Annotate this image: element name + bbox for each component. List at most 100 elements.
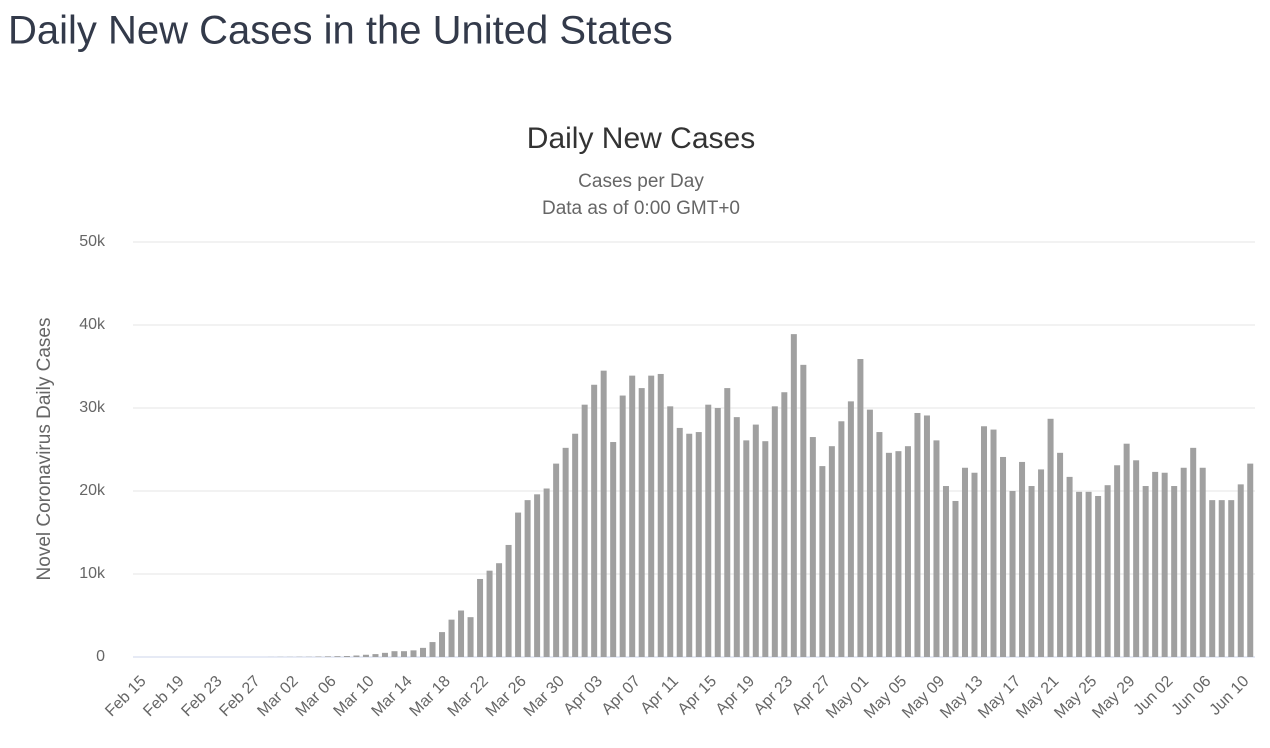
x-tick-label: Mar 02 [254, 673, 301, 720]
bar [524, 500, 531, 657]
bar [324, 656, 331, 657]
bar [362, 654, 369, 657]
bar [1171, 486, 1178, 657]
bar [790, 334, 797, 657]
bar [1009, 491, 1016, 657]
page-title: Daily New Cases in the United States [8, 9, 673, 53]
chart-subtitle: Data as of 0:00 GMT+0 [542, 198, 740, 219]
bar [505, 544, 512, 657]
x-tick-label: Mar 18 [407, 673, 454, 720]
bar [923, 415, 930, 657]
bar [800, 364, 807, 657]
bar [990, 429, 997, 657]
bar [1095, 495, 1102, 657]
bar [467, 617, 474, 657]
x-tick-label: Mar 06 [293, 673, 340, 720]
y-tick-label: 0 [96, 648, 105, 665]
bar [752, 424, 759, 657]
x-tick-label: Jun 10 [1207, 673, 1253, 719]
bar [733, 417, 740, 657]
bar [667, 406, 674, 657]
bar [1038, 469, 1045, 657]
bar [961, 467, 968, 657]
bar [486, 570, 493, 657]
y-tick-label: 50k [79, 233, 106, 250]
bar [695, 432, 702, 657]
bar [353, 655, 360, 657]
x-tick-label: Apr 19 [713, 673, 758, 718]
bar [724, 388, 731, 657]
bar [781, 392, 788, 657]
bar [676, 427, 683, 657]
bar [942, 486, 949, 657]
bar [1190, 447, 1197, 657]
bar [876, 432, 883, 657]
bar [914, 412, 921, 657]
x-tick-label: Mar 10 [331, 673, 378, 720]
bar [705, 404, 712, 657]
y-tick-label: 10k [79, 565, 106, 582]
bar [429, 642, 436, 657]
bar [391, 651, 398, 657]
bar [885, 452, 892, 657]
bar [771, 406, 778, 657]
bar [838, 421, 845, 657]
bar [591, 384, 598, 657]
bar [619, 395, 626, 657]
bar [952, 500, 959, 657]
bar [1161, 472, 1168, 657]
bar [714, 408, 721, 657]
bar [496, 563, 503, 657]
bar [410, 650, 417, 657]
bar [581, 404, 588, 657]
bar [629, 375, 636, 657]
bar [477, 578, 484, 657]
bar [809, 437, 816, 657]
bar [420, 647, 427, 657]
bar [847, 401, 854, 657]
bar [439, 632, 446, 657]
x-tick-label: Feb 23 [178, 673, 225, 720]
y-tick-label: 40k [79, 316, 106, 333]
bar [562, 447, 569, 657]
bar [819, 466, 826, 657]
bar [1000, 456, 1007, 657]
bar [1085, 491, 1092, 657]
x-tick-label: Feb 19 [140, 673, 187, 720]
x-tick-label: Jun 06 [1169, 673, 1215, 719]
bar [1028, 486, 1035, 657]
bar [534, 494, 541, 657]
bar [1247, 463, 1254, 657]
bar [1047, 418, 1054, 657]
bar [1199, 467, 1206, 657]
bar [343, 656, 350, 657]
bar [657, 373, 664, 657]
x-tick-label: Feb 15 [102, 673, 149, 720]
x-tick-label: May 29 [1089, 673, 1138, 722]
bar [1180, 467, 1187, 657]
chart-subtitle: Cases per Day [578, 171, 704, 192]
x-tick-label: Apr 07 [599, 673, 644, 718]
bar [400, 651, 407, 657]
x-tick-label: Feb 27 [216, 673, 263, 720]
bar [515, 512, 522, 657]
bar [381, 652, 388, 657]
bar [904, 446, 911, 657]
bar [743, 440, 750, 657]
bar [686, 433, 693, 657]
y-tick-label: 30k [79, 399, 106, 416]
bar [334, 656, 341, 657]
bar [828, 446, 835, 657]
chart-title: Daily New Cases [527, 122, 755, 155]
bar [448, 619, 455, 657]
x-tick-label: Jun 02 [1130, 673, 1176, 719]
y-tick-label: 20k [79, 482, 106, 499]
x-tick-label: Mar 22 [445, 673, 492, 720]
x-tick-label: Apr 23 [751, 673, 796, 718]
x-tick-label: Mar 14 [369, 673, 416, 720]
bar [1104, 485, 1111, 657]
bar [458, 610, 465, 657]
bar [762, 441, 769, 657]
bar [610, 442, 617, 657]
